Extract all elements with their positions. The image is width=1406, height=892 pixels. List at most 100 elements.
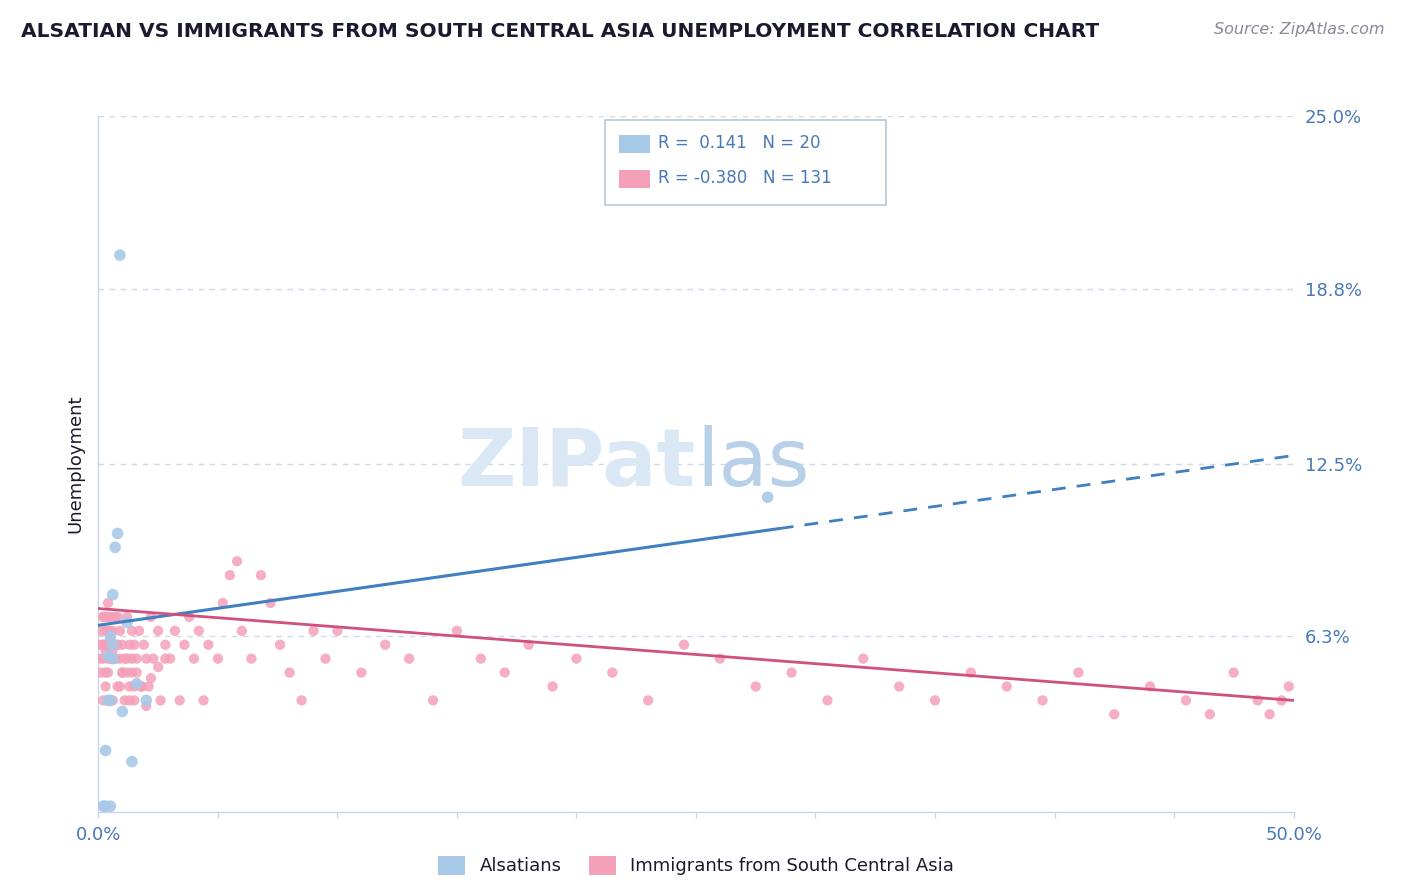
Point <box>90 665 112 680</box>
Point <box>470 651 492 665</box>
Point <box>97 596 120 610</box>
Point <box>125 676 148 690</box>
Point <box>107 638 129 652</box>
Text: Source: ZipAtlas.com: Source: ZipAtlas.com <box>1215 22 1385 37</box>
Point <box>219 568 242 582</box>
Point <box>131 680 153 694</box>
Point <box>193 693 215 707</box>
Point <box>602 665 624 680</box>
Point <box>995 680 1018 694</box>
Point <box>197 638 219 652</box>
Point <box>138 680 160 694</box>
Point <box>1198 707 1220 722</box>
Point <box>90 624 112 638</box>
Point <box>350 665 373 680</box>
Point <box>111 638 134 652</box>
Text: ALSATIAN VS IMMIGRANTS FROM SOUTH CENTRAL ASIA UNEMPLOYMENT CORRELATION CHART: ALSATIAN VS IMMIGRANTS FROM SOUTH CENTRA… <box>21 22 1099 41</box>
Point <box>211 596 233 610</box>
Point <box>91 610 114 624</box>
Y-axis label: Unemployment: Unemployment <box>66 394 84 533</box>
Point <box>111 665 134 680</box>
Point <box>374 638 396 652</box>
Point <box>1246 693 1268 707</box>
Point <box>101 643 124 657</box>
Point <box>91 610 114 624</box>
Point <box>446 624 468 638</box>
Point <box>1139 680 1161 694</box>
Point <box>745 680 768 694</box>
Point <box>128 624 150 638</box>
Point <box>121 624 143 638</box>
Point <box>111 665 134 680</box>
Point <box>101 693 124 707</box>
Point <box>302 624 325 638</box>
Text: las: las <box>696 425 810 503</box>
Point <box>91 651 114 665</box>
Point <box>101 638 124 652</box>
Point <box>169 693 191 707</box>
Point <box>131 680 153 694</box>
Point <box>98 651 122 665</box>
Point <box>94 624 117 638</box>
Point <box>207 651 229 665</box>
Point <box>98 610 122 624</box>
Text: R = -0.380   N = 131: R = -0.380 N = 131 <box>658 169 832 187</box>
Point <box>98 629 122 643</box>
Point <box>121 665 143 680</box>
Point <box>97 648 120 663</box>
Point <box>108 680 131 694</box>
Point <box>107 610 129 624</box>
Point <box>250 568 273 582</box>
Point <box>107 526 129 541</box>
Point <box>124 693 146 707</box>
Point <box>98 693 122 707</box>
Point <box>98 624 122 638</box>
Point <box>815 693 838 707</box>
Point <box>111 705 134 719</box>
Point <box>91 799 114 814</box>
Point <box>94 743 117 757</box>
Point <box>1032 693 1054 707</box>
Point <box>148 624 170 638</box>
Point <box>179 610 201 624</box>
Point <box>231 624 253 638</box>
Point <box>91 638 114 652</box>
Point <box>94 665 117 680</box>
Point <box>269 638 291 652</box>
Point <box>1067 665 1090 680</box>
Point <box>326 624 349 638</box>
Point <box>90 651 112 665</box>
Point <box>114 693 136 707</box>
Point <box>155 651 177 665</box>
Point <box>90 638 112 652</box>
Point <box>115 651 138 665</box>
Point <box>889 680 911 694</box>
Point <box>852 651 875 665</box>
Point <box>121 755 143 769</box>
Point <box>98 799 122 814</box>
Point <box>115 615 138 630</box>
Point <box>125 651 148 665</box>
Point <box>125 665 148 680</box>
Point <box>108 624 131 638</box>
Point <box>98 632 122 647</box>
Point <box>422 693 444 707</box>
Point <box>104 651 127 665</box>
Point <box>104 638 127 652</box>
Point <box>709 651 731 665</box>
Text: R =  0.141   N = 20: R = 0.141 N = 20 <box>658 134 821 152</box>
Point <box>94 643 117 657</box>
Point <box>107 680 129 694</box>
Point <box>756 490 779 504</box>
Point <box>94 799 117 814</box>
Legend: Alsatians, Immigrants from South Central Asia: Alsatians, Immigrants from South Central… <box>430 849 962 883</box>
Point <box>121 651 143 665</box>
Point <box>1258 707 1281 722</box>
Point <box>118 638 141 652</box>
Point <box>240 651 263 665</box>
Point <box>97 693 120 707</box>
Point <box>924 693 946 707</box>
Point <box>108 651 131 665</box>
Point <box>163 624 186 638</box>
Point <box>673 638 696 652</box>
